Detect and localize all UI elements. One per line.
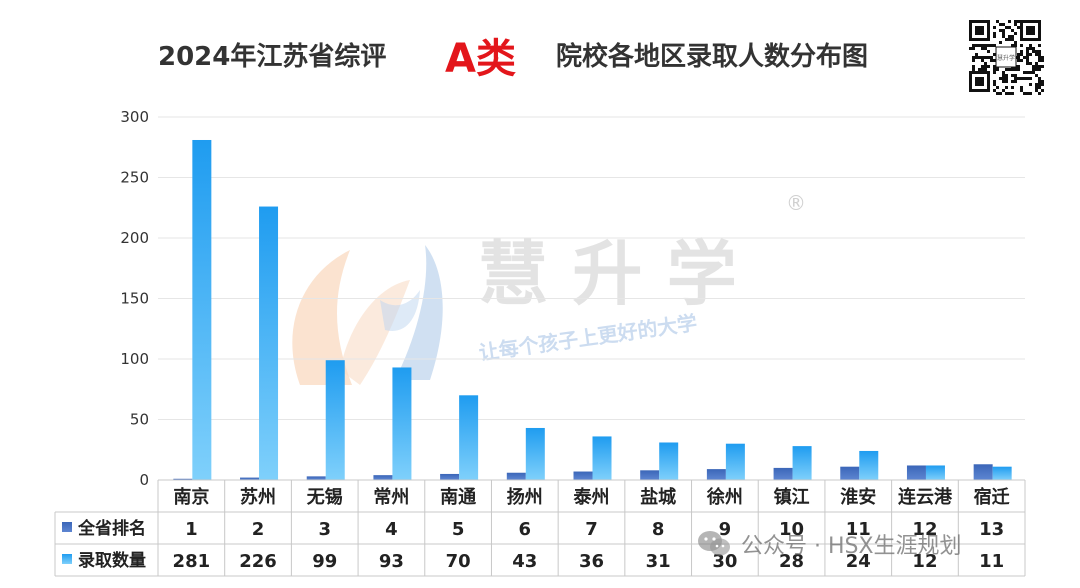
rank-value: 2: [252, 519, 265, 540]
qr-code-icon: 慧升学: [968, 19, 1044, 95]
qr-center-label: 慧升学: [997, 54, 1015, 62]
category-label: 南京: [173, 486, 209, 508]
title-suffix: 院校各地区录取人数分布图: [556, 42, 869, 72]
count-value: 70: [446, 551, 471, 572]
bar-count: [725, 443, 745, 480]
count-value: 28: [779, 551, 804, 572]
rank-value: 5: [452, 519, 465, 540]
count-value: 12: [912, 551, 937, 572]
bar-series: [173, 139, 1012, 481]
category-label: 泰州: [573, 486, 610, 508]
legend-label: 全省排名: [77, 518, 146, 539]
rank-value: 12: [912, 519, 937, 540]
bar-count: [525, 427, 545, 480]
rank-value: 6: [519, 519, 532, 540]
category-label: 常州: [373, 486, 409, 508]
bar-rank: [506, 472, 526, 480]
y-tick-label: 250: [120, 169, 149, 187]
category-label: 南通: [440, 486, 476, 508]
category-label: 扬州: [507, 486, 543, 508]
bar-rank: [573, 471, 593, 480]
bar-count: [659, 442, 679, 480]
count-value: 99: [312, 551, 337, 572]
title-highlight: A类: [445, 36, 516, 82]
grid-lines: [158, 116, 1025, 481]
count-value: 43: [512, 551, 537, 572]
bar-count: [992, 466, 1012, 480]
title-prefix: 2024年江苏省综评: [158, 42, 387, 72]
y-tick-label: 0: [139, 471, 149, 489]
footer-text: 公众号 · HSX生涯规划: [741, 534, 962, 559]
bar-count: [859, 450, 879, 480]
bar-count: [792, 446, 812, 480]
count-value: 30: [712, 551, 737, 572]
legend-label: 录取数量: [78, 550, 146, 571]
bar-count: [192, 139, 212, 481]
rank-value: 9: [719, 519, 732, 540]
bar-rank: [240, 477, 260, 480]
rank-value: 4: [385, 519, 398, 540]
watermark-brand: 慧 升 学: [478, 233, 737, 315]
bar-rank: [773, 467, 793, 480]
bar-rank: [440, 473, 460, 480]
bar-rank: [906, 465, 926, 480]
rank-value: 10: [779, 519, 804, 540]
bar-count: [592, 436, 612, 480]
rank-value: 1: [185, 519, 198, 540]
y-tick-label: 300: [120, 108, 149, 126]
watermark: 慧 升 学 ® 让每个孩子上更好的大学: [292, 191, 806, 385]
bar-rank: [173, 478, 193, 480]
count-value: 24: [846, 551, 871, 572]
category-label: 连云港: [898, 486, 953, 508]
bar-rank: [640, 470, 660, 480]
category-label: 盐城: [640, 486, 676, 508]
bar-rank: [973, 464, 993, 480]
count-value: 36: [579, 551, 604, 572]
y-axis: 0 50 100 150 200 250 300: [120, 108, 149, 489]
bar-count: [925, 465, 945, 480]
bar-rank: [306, 476, 326, 480]
rank-value: 13: [979, 519, 1004, 540]
wechat-icon: [698, 531, 730, 556]
y-tick-label: 100: [120, 350, 149, 368]
brand-logo-icon: [292, 245, 443, 385]
count-value: 281: [173, 551, 211, 572]
footer-watermark: 公众号 · HSX生涯规划: [697, 528, 1047, 562]
category-label: 宿迁: [974, 486, 1010, 508]
bar-count: [392, 367, 412, 480]
legend-key-rank: [62, 522, 72, 532]
count-value: 226: [239, 551, 277, 572]
y-tick-label: 150: [120, 290, 149, 308]
category-label: 无锡: [307, 486, 343, 508]
category-label: 镇江: [774, 486, 810, 508]
bar-count: [459, 395, 479, 480]
bar-rank: [373, 475, 393, 480]
chart-title: 2024年江苏省综评 A类 院校各地区录取人数分布图: [0, 26, 1080, 82]
legend-key-count: [62, 554, 72, 564]
bar-rank: [706, 469, 726, 480]
count-value: 11: [979, 551, 1004, 572]
bar-count: [325, 360, 345, 480]
category-label: 淮安: [840, 486, 876, 508]
watermark-slogan: 让每个孩子上更好的大学: [477, 311, 698, 365]
category-label: 苏州: [240, 486, 276, 508]
rank-value: 11: [846, 519, 871, 540]
y-tick-label: 200: [120, 229, 149, 247]
bar-rank: [840, 466, 860, 480]
bar-count: [259, 206, 279, 481]
watermark-registered: ®: [786, 191, 806, 215]
y-tick-label: 50: [130, 411, 149, 429]
count-value: 31: [646, 551, 671, 572]
category-label: 徐州: [706, 486, 743, 508]
rank-value: 8: [652, 519, 665, 540]
rank-value: 3: [318, 519, 331, 540]
count-value: 93: [379, 551, 404, 572]
rank-value: 7: [585, 519, 598, 540]
